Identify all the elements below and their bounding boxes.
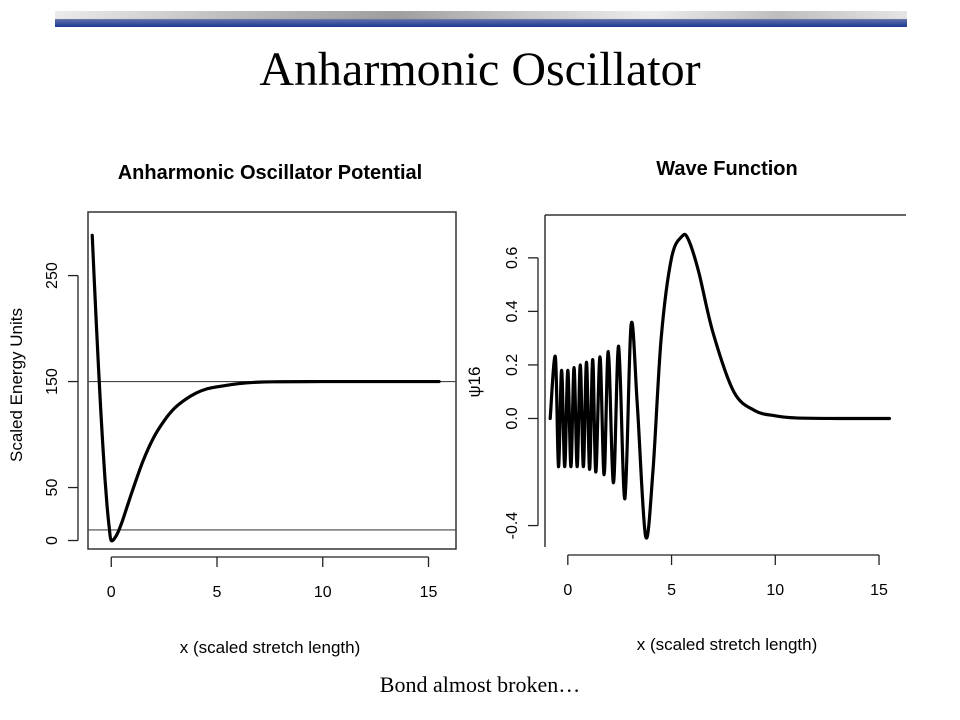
x-tick-label: 15 [420,584,438,601]
x-tick-label: 5 [213,584,222,601]
y-tick-label: 0.2 [504,354,521,376]
x-axis-label: x (scaled stretch length) [180,638,360,657]
y-axis-label: Scaled Energy Units [7,308,26,462]
y-tick-label: 0.6 [504,247,521,269]
y-axis-label: ψ16 [465,366,484,397]
potential-chart: Anharmonic Oscillator Potential 0 5 10 15 x (… [7,162,457,657]
series-line [548,232,892,540]
title-band-accent [55,11,907,19]
x-tick-label: 5 [667,582,676,599]
series-line [90,233,441,543]
y-tick-label: 0.4 [504,300,521,322]
x-tick-label: 0 [107,584,116,601]
plot-frame [87,211,457,550]
y-tick-label: 50 [44,479,61,497]
x-axis-label: x (scaled stretch length) [637,635,817,654]
y-tick-label: 0 [44,536,61,545]
y-tick-label: 150 [44,368,61,395]
slide-title: Anharmonic Oscillator [259,43,701,96]
x-tick-label: 10 [766,582,784,599]
slide-caption: Bond almost broken… [379,672,581,697]
x-tick-label: 10 [314,584,332,601]
wave-function-chart: Wave Function 0 5 10 15 x (scaled stretch len… [465,158,906,654]
y-tick-label: 0.0 [504,407,521,429]
x-tick-label: 15 [870,582,888,599]
chart-title: Anharmonic Oscillator Potential [118,162,423,184]
chart-title: Wave Function [656,158,797,180]
x-tick-label: 0 [563,582,572,599]
y-tick-label: 250 [44,262,61,289]
y-tick-label: -0.4 [504,512,521,540]
